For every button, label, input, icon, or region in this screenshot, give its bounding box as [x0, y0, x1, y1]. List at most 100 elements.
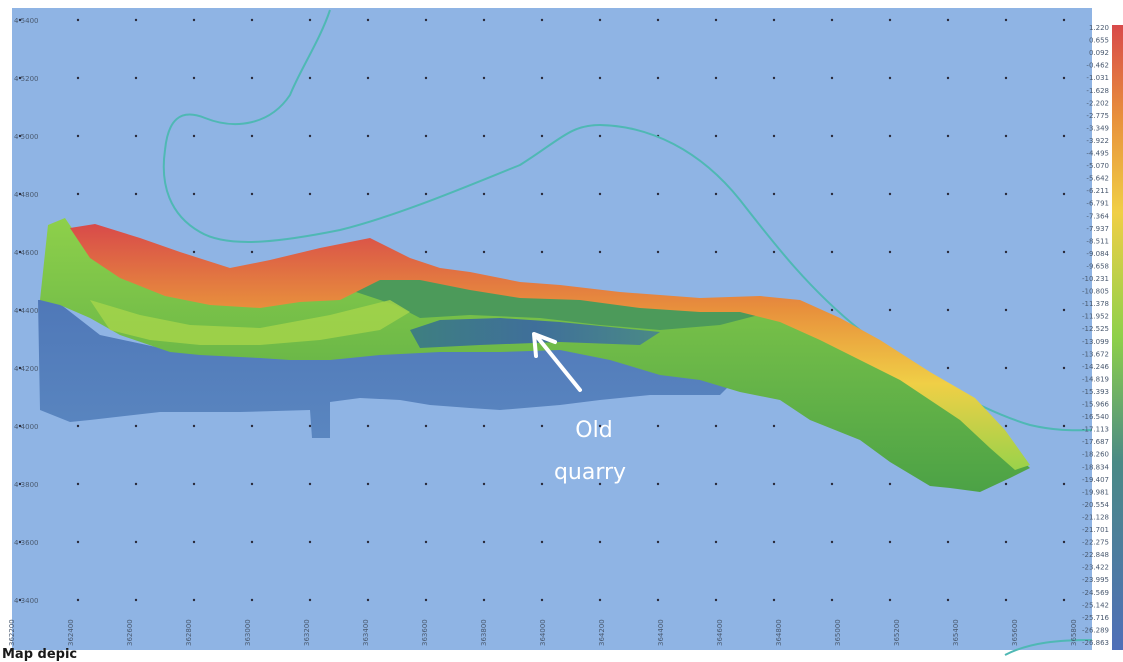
grid-dot [714, 250, 718, 254]
grid-dot [656, 424, 660, 428]
grid-dot [598, 134, 602, 138]
left-axis-label: 4 4800 [14, 191, 39, 199]
bottom-axis-label: 362200 [8, 619, 16, 646]
grid-dot [482, 76, 486, 80]
grid-dot [540, 598, 544, 602]
left-axis-label: 4 4200 [14, 365, 39, 373]
grid-dot [598, 482, 602, 486]
grid-dot [18, 424, 22, 428]
grid-dot [424, 76, 428, 80]
quarry-rim [350, 275, 770, 330]
left-axis-label: 4 5000 [14, 133, 39, 141]
grid-dot [714, 482, 718, 486]
grid-dot [76, 192, 80, 196]
mid-band [90, 300, 410, 345]
legend-value: -15.393 [1082, 388, 1109, 396]
legend-value: -25.716 [1082, 614, 1110, 622]
grid-dot [308, 482, 312, 486]
grid-dot [308, 76, 312, 80]
grid-dot [18, 76, 22, 80]
white-arrow-icon [532, 332, 582, 392]
grid-dot [714, 598, 718, 602]
left-axis-label: 4 5400 [14, 17, 39, 25]
grid-dot [1004, 192, 1008, 196]
legend-value: -23.422 [1082, 564, 1109, 572]
bottom-axis-label: 363600 [421, 619, 429, 646]
grid-dot [598, 250, 602, 254]
grid-dot [540, 76, 544, 80]
grid-dot [1004, 540, 1008, 544]
grid-dot [714, 192, 718, 196]
grid-dot [540, 424, 544, 428]
grid-dot [366, 192, 370, 196]
bottom-axis-label: 362600 [126, 619, 134, 646]
legend-value: -9.658 [1086, 262, 1109, 270]
grid-dot [76, 482, 80, 486]
grid-dot [540, 18, 544, 22]
grid-dot [134, 482, 138, 486]
grid-dot [1062, 424, 1066, 428]
grid-dot [1004, 366, 1008, 370]
grid-dot [192, 192, 196, 196]
grid-dot [598, 598, 602, 602]
grid-dot [308, 134, 312, 138]
grid-dot [250, 540, 254, 544]
grid-dot [250, 424, 254, 428]
grid-dot [1004, 76, 1008, 80]
grid-dot [1004, 598, 1008, 602]
grid-dot [18, 18, 22, 22]
grid-dot [714, 134, 718, 138]
legend-value: -14.246 [1082, 363, 1110, 371]
grid-dot [1062, 250, 1066, 254]
grid-dot [424, 18, 428, 22]
legend-value: -18.834 [1082, 463, 1110, 471]
grid-dot [656, 76, 660, 80]
grid-dot [76, 134, 80, 138]
legend-value: -10.231 [1082, 275, 1109, 283]
legend-value: -3.922 [1086, 137, 1109, 145]
depth-legend-bar [1112, 25, 1123, 650]
grid-dot [830, 540, 834, 544]
left-axis-label: 4 4000 [14, 423, 39, 431]
legend-value: -1.031 [1086, 74, 1109, 82]
grid-dot [656, 598, 660, 602]
grid-dot [482, 482, 486, 486]
shallow-shelf [70, 224, 1030, 470]
grid-dot [250, 76, 254, 80]
grid-dot [772, 482, 776, 486]
legend-value: -11.378 [1082, 300, 1109, 308]
grid-dot [888, 192, 892, 196]
grid-dot [656, 250, 660, 254]
bottom-axis-label: 365000 [834, 619, 842, 646]
grid-dot [656, 192, 660, 196]
grid-dot [772, 540, 776, 544]
annotation-line-2: quarry [554, 460, 626, 485]
grid-dot [482, 134, 486, 138]
grid-dot [1004, 308, 1008, 312]
grid-dot [134, 134, 138, 138]
grid-dot [18, 482, 22, 486]
grid-dot [772, 76, 776, 80]
grid-dot [18, 250, 22, 254]
legend-value: -1.628 [1086, 87, 1109, 95]
grid-dot [308, 192, 312, 196]
bottom-axis-label: 365400 [952, 619, 960, 646]
grid-dot [888, 598, 892, 602]
bottom-axis-label: 364400 [657, 619, 665, 646]
legend-value: -20.554 [1082, 501, 1110, 509]
grid-dot [134, 598, 138, 602]
grid-dot [424, 424, 428, 428]
legend-value: -17.113 [1082, 426, 1109, 434]
grid-dot [366, 424, 370, 428]
grid-dot [540, 250, 544, 254]
grid-dot [76, 598, 80, 602]
left-axis: 4 5400 4 5200 4 5000 4 4800 4 4600 4 4400 4 42… [14, 17, 39, 605]
left-axis-label: 4 4400 [14, 307, 39, 315]
grid-dot [1062, 76, 1066, 80]
bottom-axis-label: 364800 [775, 619, 783, 646]
legend-value: -15.966 [1082, 401, 1110, 409]
grid-dot [192, 76, 196, 80]
grid-dot [482, 424, 486, 428]
grid-dot [830, 18, 834, 22]
grid-dot [714, 18, 718, 22]
